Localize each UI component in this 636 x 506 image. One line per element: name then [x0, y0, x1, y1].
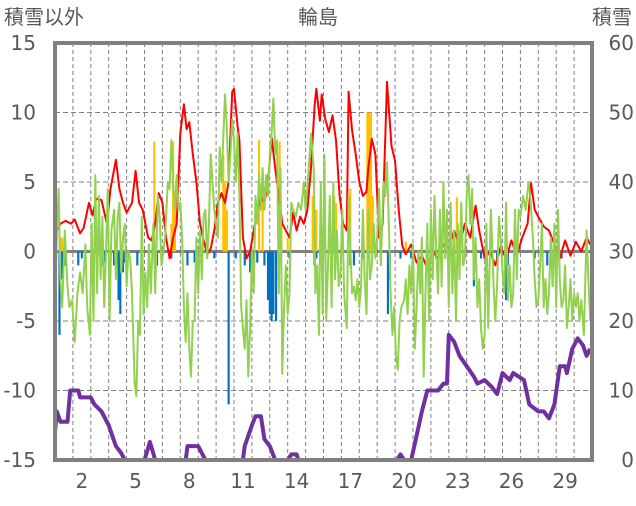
- blue-bar: [58, 251, 61, 335]
- blue-bar: [270, 251, 273, 321]
- left-y-tick-label: 5: [23, 170, 36, 194]
- orange-bar: [286, 237, 289, 252]
- blue-bar: [213, 251, 216, 259]
- blue-bar: [249, 251, 252, 273]
- plot-frame: [53, 41, 594, 462]
- left-y-tick-label: -5: [16, 309, 36, 333]
- line-series: [53, 80, 592, 462]
- blue-bar: [352, 251, 356, 266]
- orange-bar: [404, 241, 407, 252]
- x-tick-label: 8: [183, 469, 196, 493]
- blue-bar: [399, 251, 402, 259]
- blue-bar: [505, 251, 508, 301]
- blue-bar: [386, 251, 390, 315]
- right-y-tick-label: 40: [609, 170, 634, 194]
- x-tick-label: 29: [552, 469, 577, 493]
- chart-title: 輪島: [298, 5, 338, 29]
- left-y-tick-label: 15: [11, 31, 36, 55]
- orange-bar: [334, 202, 338, 252]
- orange-bar: [261, 175, 264, 252]
- green-line: [54, 93, 592, 398]
- left-y-tick-label: 0: [23, 240, 36, 264]
- x-tick-label: 17: [338, 469, 363, 493]
- orange-bar: [223, 182, 227, 252]
- blue-bar: [263, 251, 266, 266]
- blue-bar: [193, 251, 196, 263]
- blue-bar: [272, 251, 275, 315]
- blue-bar: [361, 251, 364, 259]
- blue-bar: [256, 251, 259, 263]
- blue-bar: [533, 251, 536, 259]
- blue-bar: [227, 251, 230, 405]
- blue-bar: [479, 251, 483, 259]
- x-tick-label: 2: [75, 469, 88, 493]
- orange-bar: [315, 209, 318, 252]
- orange-bar: [61, 237, 64, 252]
- blue-bar: [117, 251, 120, 301]
- x-tick-label: 11: [230, 469, 255, 493]
- orange-bar: [311, 195, 314, 252]
- right-y-tick-label: 10: [609, 379, 634, 403]
- blue-bar: [410, 251, 413, 259]
- blue-bar: [186, 251, 189, 266]
- orange-bar: [222, 154, 225, 252]
- x-tick-label: 20: [391, 469, 416, 493]
- x-tick-label: 23: [445, 469, 470, 493]
- blue-bar: [170, 251, 173, 259]
- blue-bar: [315, 251, 318, 259]
- blue-bar: [266, 251, 270, 301]
- orange-bar: [368, 112, 371, 252]
- right-y-tick-label: 30: [609, 240, 634, 264]
- blue-bar: [268, 251, 271, 315]
- orange-bar: [153, 141, 156, 252]
- right-y-tick-label: 60: [609, 31, 634, 55]
- left-y-tick-label: -10: [3, 379, 36, 403]
- blue-bar: [80, 251, 83, 259]
- blue-bar: [546, 251, 549, 266]
- blue-bar: [77, 251, 80, 266]
- blue-bar: [243, 251, 246, 266]
- orange-bar: [225, 209, 228, 252]
- left-y-tick-label: 10: [11, 101, 36, 125]
- blue-bar: [136, 251, 139, 266]
- blue-bar: [61, 251, 64, 280]
- red-line: [54, 80, 592, 270]
- blue-bar: [121, 251, 125, 273]
- blue-bar: [234, 251, 237, 259]
- left-y-tick-label: -15: [3, 448, 36, 472]
- blue-bar: [274, 251, 278, 321]
- right-y-tick-label: 50: [609, 101, 634, 125]
- orange-bar: [170, 223, 173, 252]
- x-tick-label: 14: [284, 469, 309, 493]
- x-tick-label: 5: [129, 469, 142, 493]
- right-y-tick-label: 20: [609, 309, 634, 333]
- blue-bar: [112, 251, 116, 266]
- orange-bar: [369, 112, 373, 252]
- right-axis-title: 積雪: [592, 5, 632, 29]
- left-axis-title: 積雪以外: [4, 5, 84, 29]
- blue-bar: [119, 251, 122, 315]
- right-y-tick-label: 0: [621, 448, 634, 472]
- x-tick-label: 26: [499, 469, 524, 493]
- plot-border: [53, 41, 594, 462]
- purple-snow-depth: [53, 332, 592, 462]
